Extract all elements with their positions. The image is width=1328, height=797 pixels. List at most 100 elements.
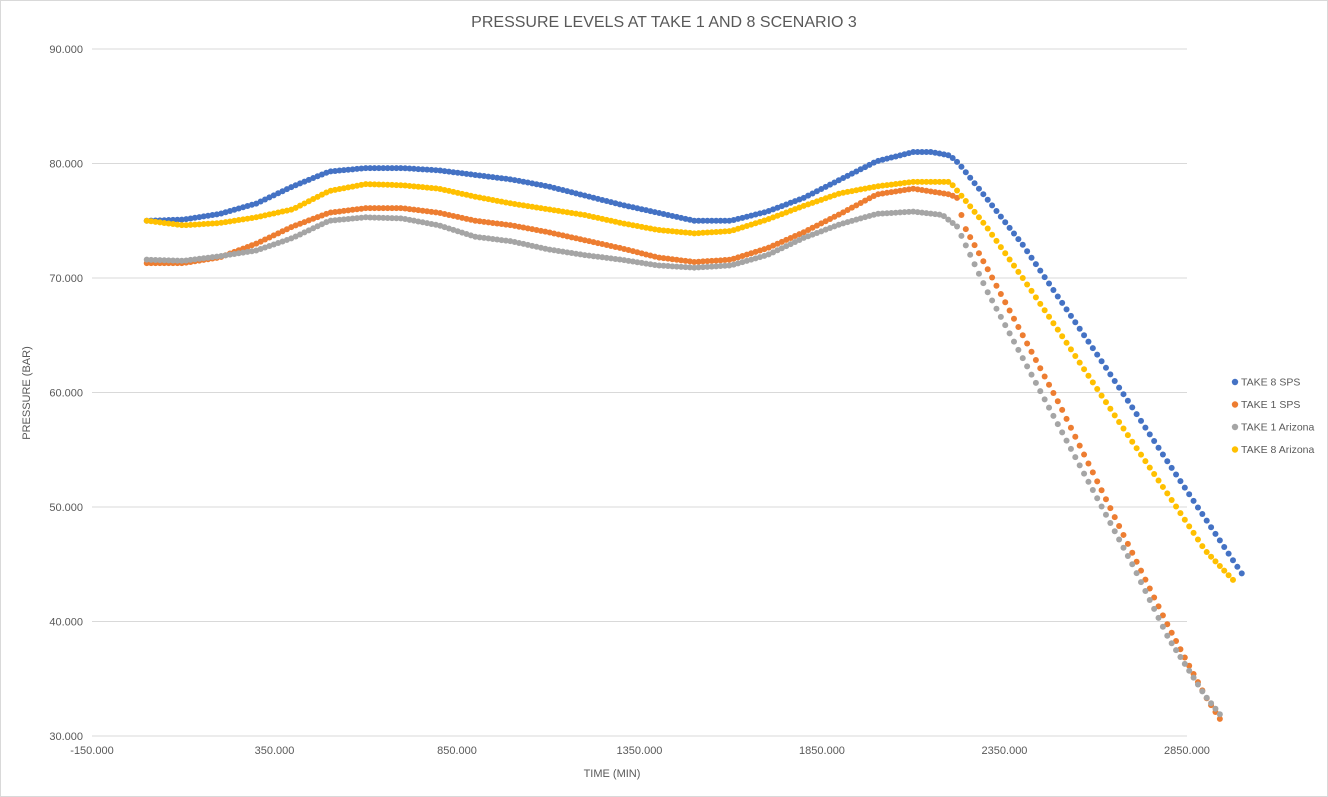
data-point <box>1181 654 1188 661</box>
data-point <box>161 257 168 264</box>
data-point <box>704 263 711 270</box>
data-point <box>384 215 391 221</box>
data-point <box>1063 339 1070 346</box>
data-point <box>590 253 597 260</box>
data-point <box>187 256 194 263</box>
data-point <box>1015 324 1022 331</box>
data-point <box>213 220 220 227</box>
data-point <box>866 195 873 202</box>
data-point <box>971 242 978 249</box>
data-point <box>1203 694 1210 701</box>
data-point <box>459 170 466 177</box>
data-point <box>678 229 685 236</box>
grid-lines <box>92 48 1187 737</box>
data-point <box>857 199 864 206</box>
data-point <box>993 305 1000 312</box>
data-point <box>472 217 479 224</box>
data-point <box>345 166 352 173</box>
data-point <box>923 149 930 156</box>
data-point <box>200 255 207 262</box>
data-point <box>717 217 724 224</box>
data-point <box>371 165 378 172</box>
data-point <box>428 185 435 191</box>
data-point <box>975 185 982 192</box>
data-point <box>1028 371 1035 378</box>
data-point <box>1159 451 1166 458</box>
data-point <box>397 215 404 222</box>
data-point <box>980 191 987 198</box>
data-point <box>686 264 693 271</box>
data-point <box>984 266 991 273</box>
data-point <box>1120 531 1127 538</box>
data-point <box>616 256 623 263</box>
data-point <box>1120 391 1127 398</box>
data-point <box>1059 333 1066 340</box>
y-tick-label: 60.000 <box>49 388 83 400</box>
data-point <box>1221 567 1228 574</box>
data-point <box>1024 248 1031 255</box>
data-point <box>993 237 1000 244</box>
data-point <box>1102 364 1109 371</box>
data-point <box>695 258 702 265</box>
data-point <box>971 208 978 215</box>
data-point <box>1151 594 1158 601</box>
data-point <box>1164 632 1171 639</box>
data-point <box>1155 603 1162 610</box>
data-point <box>721 217 728 224</box>
data-point <box>375 214 382 221</box>
data-point <box>923 178 930 185</box>
legend-label: TAKE 8 SPS <box>1241 377 1300 389</box>
data-point <box>1054 293 1061 300</box>
data-point <box>980 280 987 287</box>
data-point <box>844 206 851 213</box>
data-point <box>367 165 374 172</box>
data-point <box>949 220 956 227</box>
data-point <box>349 166 356 173</box>
data-point <box>1037 300 1044 307</box>
data-point <box>1102 496 1109 503</box>
data-point <box>1120 425 1127 432</box>
data-point <box>156 219 163 226</box>
data-point <box>695 230 702 237</box>
data-point <box>402 182 409 189</box>
data-point <box>1102 511 1109 518</box>
data-point <box>914 149 921 156</box>
data-point <box>1041 274 1048 281</box>
data-point <box>1151 471 1158 478</box>
data-point <box>695 217 702 224</box>
data-point <box>1081 451 1088 458</box>
data-point <box>945 216 952 223</box>
data-point <box>415 166 422 173</box>
data-point <box>1006 256 1013 263</box>
data-point <box>1067 312 1074 319</box>
data-point <box>1002 219 1009 226</box>
data-point <box>932 211 939 218</box>
data-point <box>380 205 387 212</box>
data-point <box>170 216 177 223</box>
data-point <box>1050 412 1057 419</box>
data-point <box>980 258 987 265</box>
data-point <box>603 254 610 261</box>
data-point <box>967 203 974 210</box>
data-point <box>1133 411 1140 418</box>
data-point <box>200 221 207 228</box>
data-point <box>1194 536 1201 543</box>
data-point <box>1181 484 1188 491</box>
legend-label: TAKE 1 Arizona <box>1241 422 1315 434</box>
data-point <box>371 181 378 188</box>
data-point <box>1076 462 1083 469</box>
data-point <box>1085 460 1092 467</box>
data-point <box>1054 326 1061 333</box>
data-point <box>205 254 212 261</box>
data-point <box>721 228 728 235</box>
data-point <box>389 181 396 188</box>
data-point <box>713 228 720 235</box>
data-point <box>393 165 400 172</box>
data-point <box>1111 378 1118 384</box>
data-point <box>664 227 671 234</box>
data-point <box>389 205 396 212</box>
data-point <box>178 222 185 229</box>
data-point <box>691 258 698 265</box>
data-point <box>721 257 728 264</box>
